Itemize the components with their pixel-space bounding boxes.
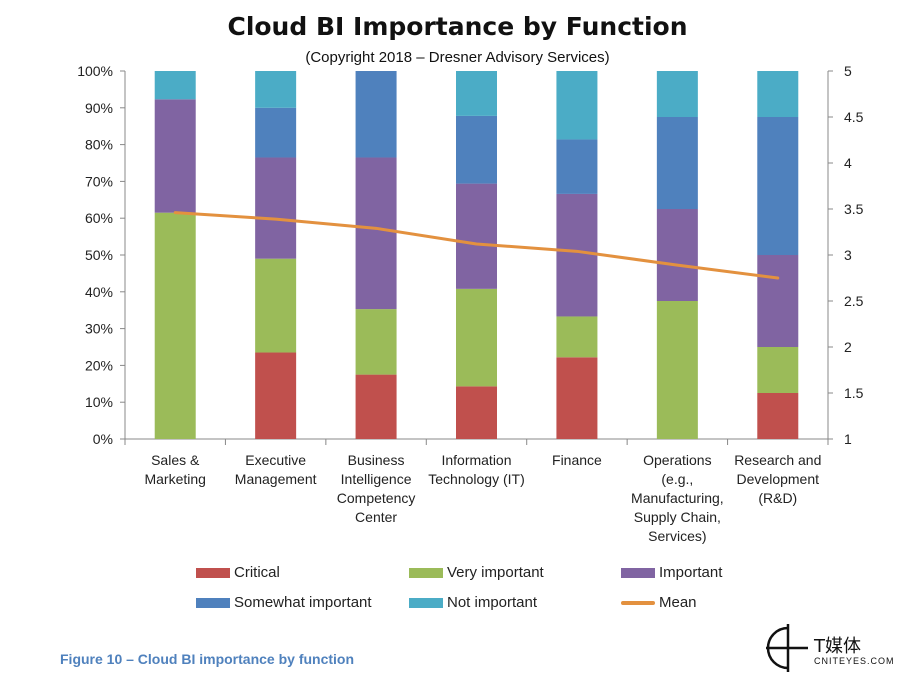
bar-critical	[355, 374, 397, 439]
bar-not-important	[556, 71, 598, 140]
legend-swatch-mean	[621, 600, 655, 605]
bar-important	[656, 209, 698, 301]
bar-very-important	[556, 316, 598, 358]
y-left-tick-label: 100%	[77, 63, 113, 79]
y-right-tick-label: 5	[844, 63, 852, 79]
bar-important	[757, 255, 799, 347]
legend-label-very-important: Very important	[447, 564, 544, 581]
logo: T媒体 CNITEYES.COM	[762, 622, 912, 674]
bar-somewhat-important	[656, 117, 698, 209]
y-left-tick-label: 80%	[85, 137, 113, 153]
bar-important	[255, 157, 297, 259]
legend-label-mean: Mean	[659, 594, 697, 611]
legend-label-not-important: Not important	[447, 594, 538, 611]
y-left-tick-label: 70%	[85, 173, 113, 189]
x-tick-label: Operations (e.g., Manufacturing, Supply Cha…	[631, 452, 724, 544]
x-tick-label: Executive Management	[235, 452, 317, 487]
bar-not-important	[154, 71, 196, 100]
bar-important	[556, 193, 598, 317]
y-right-tick-label: 4.5	[844, 109, 864, 125]
y-right-tick-label: 1.5	[844, 385, 864, 401]
bar-somewhat-important	[556, 139, 598, 194]
bar-very-important	[656, 301, 698, 439]
bar-somewhat-important	[255, 107, 297, 158]
bar-somewhat-important	[355, 71, 397, 158]
bar-important	[456, 183, 497, 289]
logo-text: T媒体	[814, 636, 861, 657]
bar-important	[355, 157, 397, 310]
chart-title: Cloud BI Importance by Function	[227, 12, 688, 41]
y-right-tick-label: 3.5	[844, 201, 864, 217]
bar-very-important	[255, 258, 297, 353]
y-left-tick-label: 30%	[85, 321, 113, 337]
y-right-tick-label: 1	[844, 431, 852, 447]
legend-swatch-important	[621, 567, 655, 578]
x-tick-label: Sales & Marketing	[144, 452, 205, 487]
legend-item-somewhat-important: Somewhat important	[196, 594, 372, 611]
y-left-tick-label: 60%	[85, 210, 113, 226]
y-right-tick-label: 2	[844, 339, 852, 355]
logo-mark-icon	[766, 624, 808, 672]
bar-not-important	[255, 71, 297, 108]
y-right-tick-label: 3	[844, 247, 852, 263]
x-tick-label: Business Intelligence Competency Center	[337, 452, 416, 525]
bar-important	[154, 99, 196, 213]
legend-item-very-important: Very important	[409, 564, 544, 581]
x-tick-label: Finance	[552, 452, 602, 468]
series-line-mean	[173, 211, 780, 280]
figure-caption: Figure 10 – Cloud BI importance by funct…	[60, 651, 355, 667]
y-left-tick-label: 20%	[85, 357, 113, 373]
bar-critical	[255, 352, 297, 439]
legend-label-critical: Critical	[234, 564, 280, 581]
bar-very-important	[757, 347, 799, 393]
logo-subtext: CNITEYES.COM	[814, 656, 895, 666]
y-right-tick-label: 4	[844, 155, 852, 171]
bar-not-important	[456, 71, 497, 116]
bar-critical	[556, 357, 598, 439]
chart-subtitle: (Copyright 2018 – Dresner Advisory Servi…	[305, 49, 610, 66]
bar-very-important	[154, 212, 196, 439]
bar-somewhat-important	[757, 117, 799, 255]
legend-label-important: Important	[659, 564, 723, 581]
legend-label-somewhat-important: Somewhat important	[234, 594, 372, 611]
bar-not-important	[656, 71, 698, 117]
x-tick-label: Information Technology (IT)	[428, 452, 524, 487]
legend-swatch-somewhat-important	[196, 597, 230, 608]
bar-very-important	[456, 288, 497, 387]
bar-very-important	[355, 309, 397, 375]
y-left-tick-label: 50%	[85, 247, 113, 263]
y-left-tick-label: 0%	[93, 431, 113, 447]
legend-item-not-important: Not important	[409, 594, 537, 611]
legend-swatch-critical	[196, 567, 230, 578]
legend-item-mean: Mean	[621, 594, 697, 611]
y-left-tick-label: 10%	[85, 394, 113, 410]
bar-somewhat-important	[456, 115, 497, 184]
bar-not-important	[757, 71, 799, 117]
legend-swatch-not-important	[409, 597, 443, 608]
legend-item-important: Important	[621, 564, 722, 581]
legend-item-critical: Critical	[196, 564, 280, 581]
bar-critical	[757, 393, 799, 439]
bar-critical	[456, 386, 497, 439]
y-right-tick-label: 2.5	[844, 293, 864, 309]
y-left-tick-label: 90%	[85, 100, 113, 116]
y-left-tick-label: 40%	[85, 284, 113, 300]
legend-swatch-very-important	[409, 567, 443, 578]
x-tick-label: Research and Development (R&D)	[734, 452, 821, 506]
